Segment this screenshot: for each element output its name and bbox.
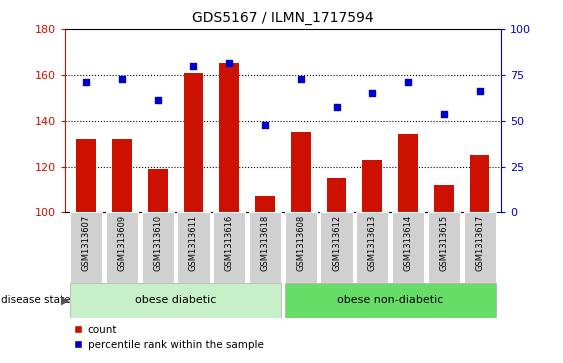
Bar — [291, 132, 311, 212]
Bar — [285, 212, 317, 283]
Bar — [363, 160, 382, 212]
Bar — [249, 212, 281, 283]
Bar — [428, 212, 460, 283]
Bar — [70, 212, 102, 283]
Bar — [77, 139, 96, 212]
Text: GSM1313614: GSM1313614 — [404, 215, 413, 271]
Bar — [434, 185, 454, 212]
Text: GSM1313618: GSM1313618 — [261, 215, 270, 272]
Text: GSM1313612: GSM1313612 — [332, 215, 341, 271]
Point — [153, 97, 162, 103]
Text: disease state: disease state — [1, 295, 70, 305]
Bar — [255, 196, 275, 212]
Point — [332, 104, 341, 110]
Text: GSM1313615: GSM1313615 — [439, 215, 448, 271]
Point — [118, 77, 127, 82]
Bar — [327, 178, 346, 212]
Point — [296, 77, 305, 82]
Bar — [70, 283, 281, 318]
Bar — [398, 134, 418, 212]
Bar — [392, 212, 424, 283]
Point — [225, 61, 234, 66]
Bar — [106, 212, 138, 283]
Bar — [112, 139, 132, 212]
Bar — [177, 212, 209, 283]
Text: GSM1313607: GSM1313607 — [82, 215, 91, 272]
Legend: count, percentile rank within the sample: count, percentile rank within the sample — [70, 321, 267, 354]
Bar — [184, 73, 203, 212]
Bar — [220, 64, 239, 212]
Text: obese non-diabetic: obese non-diabetic — [337, 295, 444, 305]
Bar — [213, 212, 245, 283]
Point — [368, 90, 377, 96]
Bar — [470, 155, 489, 212]
Point — [189, 63, 198, 69]
Text: GSM1313609: GSM1313609 — [118, 215, 127, 271]
Point — [82, 79, 91, 85]
Title: GDS5167 / ILMN_1717594: GDS5167 / ILMN_1717594 — [192, 11, 374, 25]
Bar — [285, 283, 495, 318]
Bar — [142, 212, 174, 283]
Point — [404, 79, 413, 85]
Bar — [356, 212, 388, 283]
Bar — [320, 212, 352, 283]
Text: obese diabetic: obese diabetic — [135, 295, 216, 305]
Text: GSM1313611: GSM1313611 — [189, 215, 198, 271]
Text: GSM1313613: GSM1313613 — [368, 215, 377, 272]
Text: GSM1313617: GSM1313617 — [475, 215, 484, 272]
Point — [261, 122, 270, 128]
Bar — [463, 212, 495, 283]
Text: GSM1313616: GSM1313616 — [225, 215, 234, 272]
Point — [439, 111, 448, 117]
Text: ▶: ▶ — [61, 295, 69, 305]
Text: GSM1313610: GSM1313610 — [153, 215, 162, 271]
Bar — [148, 169, 168, 212]
Text: GSM1313608: GSM1313608 — [296, 215, 305, 272]
Point — [475, 88, 484, 94]
